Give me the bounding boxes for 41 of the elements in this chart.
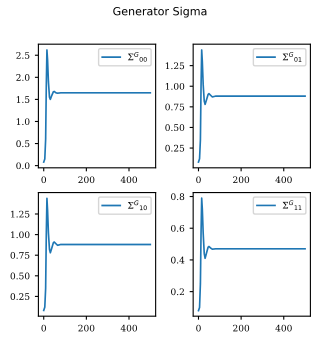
y-tick-label: 0.50: [10, 272, 30, 280]
x-tick-label: 200: [78, 324, 94, 332]
y-tick-label: 2.5: [16, 52, 30, 59]
line-series: [42, 49, 152, 163]
y-tick-label: 0.75: [10, 252, 30, 259]
y-tick-label: 0.2: [171, 288, 184, 296]
y-tick-label: 0.5: [16, 140, 30, 148]
y-tick-label: 0.4: [171, 256, 184, 264]
x-tick-label: 200: [233, 176, 250, 184]
x-tick-label: 0: [196, 176, 201, 184]
x-tick-label: 0: [196, 324, 201, 332]
line-series: [198, 49, 306, 163]
y-tick-label: 0.0: [16, 162, 30, 170]
y-tick-label: 1.00: [166, 82, 184, 90]
y-tick-label: 0.25: [165, 144, 184, 152]
x-tick-label: 400: [120, 324, 138, 332]
x-tick-label: 0: [41, 176, 46, 184]
line-series: [42, 198, 152, 312]
legend-label: Σ$^{G}$$_{10}$: [128, 200, 147, 210]
y-tick-label: 2.0: [16, 74, 30, 81]
y-tick-label: 1.00: [11, 231, 30, 238]
y-tick-label: 0.25: [10, 293, 30, 300]
x-tick-label: 0: [41, 324, 46, 332]
x-tick-label: 200: [233, 324, 250, 332]
y-tick-label: 0.75: [165, 104, 184, 110]
legend-label: Σ$^{G}$$_{11}$: [282, 200, 302, 210]
y-tick-label: 0.6: [171, 224, 184, 232]
x-tick-label: 200: [78, 176, 94, 184]
legend-label: Σ$^{G}$$_{01}$: [282, 52, 302, 62]
x-tick-label: 400: [120, 176, 138, 184]
line-series: [198, 197, 306, 312]
y-tick-label: 0.8: [171, 193, 184, 200]
legend-label: Σ$^{G}$$_{00}$: [128, 52, 147, 62]
x-tick-label: 400: [275, 324, 292, 332]
y-tick-label: 0.50: [165, 124, 184, 132]
x-tick-label: 400: [275, 176, 292, 184]
y-tick-label: 1.5: [16, 96, 30, 103]
chart-title: Generator Sigma: [113, 6, 206, 18]
y-tick-label: 1.0: [16, 118, 30, 126]
y-tick-label: 1.25: [166, 62, 184, 70]
y-tick-label: 1.25: [11, 210, 30, 218]
